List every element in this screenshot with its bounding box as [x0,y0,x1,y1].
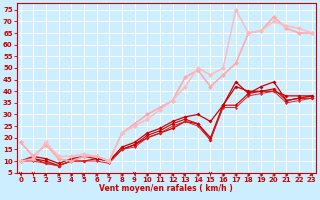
X-axis label: Vent moyen/en rafales ( km/h ): Vent moyen/en rafales ( km/h ) [99,184,233,193]
